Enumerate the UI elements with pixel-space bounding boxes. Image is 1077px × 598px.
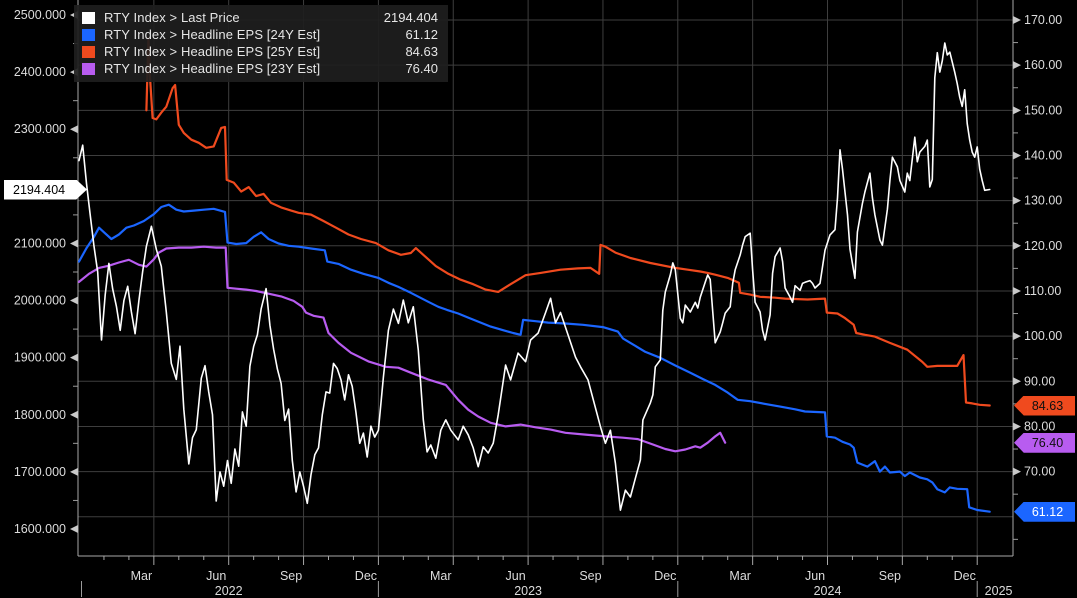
legend-row-0[interactable]: RTY Index > Last Price 2194.404 <box>82 9 438 26</box>
right-axis-tick-arrow <box>1013 286 1021 295</box>
left-axis-tick-arrow <box>70 239 78 248</box>
x-axis-year-label: 2022 <box>215 584 243 598</box>
left-axis-tick-arrow <box>70 125 78 134</box>
legend-series-value: 2194.404 <box>383 10 438 25</box>
left-axis-tick-arrow <box>70 525 78 533</box>
right-axis-tick-arrow <box>1013 377 1021 386</box>
left-axis-tick-label: 2500.000 <box>14 8 66 22</box>
legend-series-value: 76.40 <box>405 61 438 76</box>
x-axis-year-label: 2023 <box>514 584 542 598</box>
x-axis-month-label: Dec <box>954 569 976 583</box>
right-axis-tick-arrow <box>1013 241 1021 250</box>
right-axis-tick-arrow <box>1013 332 1021 341</box>
left-axis-tick-label: 1600.000 <box>14 522 66 536</box>
right-axis-tick-label: 160.00 <box>1024 58 1062 72</box>
right-axis-tick-label: 140.00 <box>1024 148 1062 162</box>
chart-legend: RTY Index > Last Price 2194.404 RTY Index … <box>74 5 448 82</box>
x-axis-month-label: Mar <box>131 569 153 583</box>
x-axis-year-label: 2025 <box>985 584 1013 598</box>
legend-series-label: RTY Index > Headline EPS [23Y Est] <box>104 61 321 76</box>
left-axis-tick-label: 1900.000 <box>14 351 66 365</box>
legend-swatch-icon <box>82 62 95 75</box>
right-axis-tick-label: 80.00 <box>1024 419 1055 433</box>
right-axis-tick-arrow <box>1013 151 1021 160</box>
series-line-last-price <box>78 42 991 512</box>
x-axis-month-label: Sep <box>879 569 901 583</box>
series-line-headline-eps-24y-est <box>78 203 991 513</box>
right-axis-tick-arrow <box>1013 196 1021 205</box>
x-axis-year-label: 2024 <box>814 584 842 598</box>
x-axis-month-label: Mar <box>729 569 751 583</box>
left-axis-tick-label: 2000.000 <box>14 294 66 308</box>
right-axis-tick-label: 90.00 <box>1024 374 1055 388</box>
left-axis-tick-label: 1700.000 <box>14 465 66 479</box>
left-axis-tick-label: 2100.000 <box>14 236 66 250</box>
legend-swatch-icon <box>82 28 95 41</box>
legend-series-value: 61.12 <box>405 27 438 42</box>
right-axis-tick-label: 120.00 <box>1024 239 1062 253</box>
legend-row-2[interactable]: RTY Index > Headline EPS [25Y Est] 84.63 <box>82 43 438 60</box>
left-axis-tick-arrow <box>70 410 78 419</box>
x-axis-month-label: Jun <box>506 569 526 583</box>
x-axis-month-label: Dec <box>355 569 377 583</box>
right-axis-tick-label: 110.00 <box>1024 284 1061 298</box>
legend-series-label: RTY Index > Last Price <box>104 10 240 25</box>
right-axis-tick-arrow <box>1013 422 1021 431</box>
legend-series-label: RTY Index > Headline EPS [24Y Est] <box>104 27 321 42</box>
left-axis-tick-label: 2300.000 <box>14 122 66 136</box>
right-axis-tick-label: 150.00 <box>1024 103 1062 117</box>
left-axis-tick-label: 2400.000 <box>14 65 66 79</box>
x-axis-month-label: Dec <box>654 569 676 583</box>
eps-23y-axis-tag: 76.40 <box>1014 432 1075 453</box>
legend-row-3[interactable]: RTY Index > Headline EPS [23Y Est] 76.40 <box>82 60 438 77</box>
right-axis-tick-arrow <box>1013 106 1021 115</box>
x-axis-month-label: Sep <box>579 569 601 583</box>
last-price-axis-tag: 2194.404 <box>4 179 87 200</box>
x-axis-month-label: Sep <box>280 569 302 583</box>
right-axis-tick-label: 170.00 <box>1024 13 1062 27</box>
right-axis-tick-arrow <box>1013 61 1021 70</box>
x-axis-month-label: Mar <box>430 569 452 583</box>
left-axis-tick-arrow <box>70 353 78 362</box>
eps-24y-axis-tag: 61.12 <box>1014 501 1075 522</box>
right-axis-tick-arrow <box>1013 16 1021 24</box>
legend-swatch-icon <box>82 45 95 58</box>
series-line-headline-eps-25y-est <box>145 36 991 407</box>
series-line-headline-eps-23y-est <box>78 245 727 453</box>
legend-series-value: 84.63 <box>405 44 438 59</box>
x-axis-month-label: Jun <box>206 569 226 583</box>
eps-25y-axis-tag: 84.63 <box>1014 395 1075 416</box>
legend-row-1[interactable]: RTY Index > Headline EPS [24Y Est] 61.12 <box>82 26 438 43</box>
left-axis-tick-arrow <box>70 467 78 476</box>
left-axis-tick-label: 1800.000 <box>14 408 66 422</box>
legend-swatch-icon <box>82 11 95 24</box>
right-axis-tick-label: 100.00 <box>1024 329 1062 343</box>
right-axis-tick-label: 130.00 <box>1024 194 1062 208</box>
legend-series-label: RTY Index > Headline EPS [25Y Est] <box>104 44 321 59</box>
left-axis-tick-arrow <box>70 296 78 305</box>
x-axis-month-label: Jun <box>805 569 825 583</box>
right-axis-tick-arrow <box>1013 467 1021 476</box>
right-axis-tick-label: 70.00 <box>1024 465 1055 479</box>
